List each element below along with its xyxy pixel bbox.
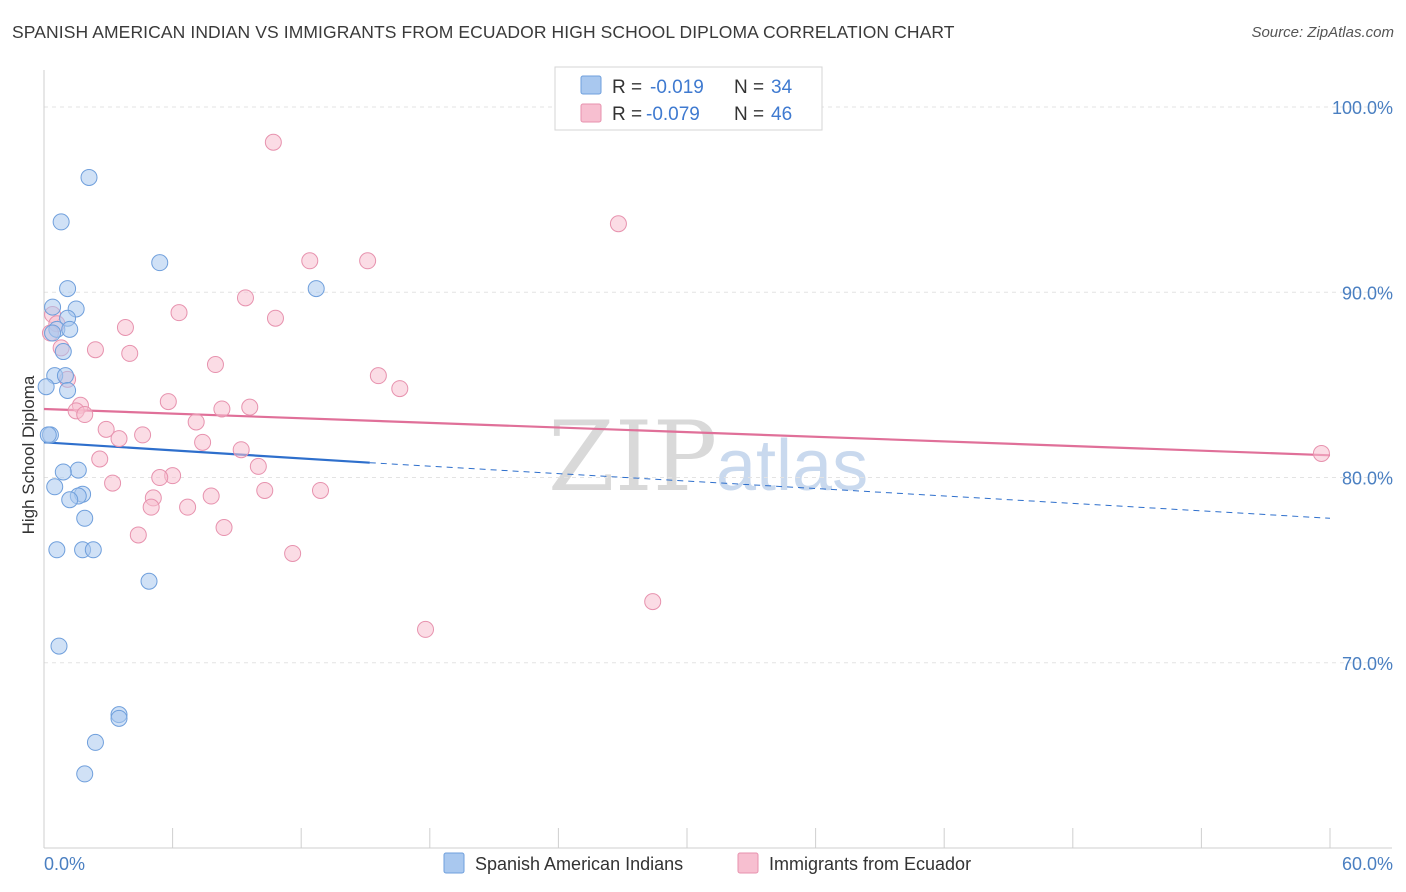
blue-point: [84, 541, 102, 559]
grid-lines: [44, 106, 1392, 664]
x-tick-label-min: 0.0%: [44, 854, 85, 874]
pink-point: [266, 309, 284, 327]
legend-pink-n-value: 46: [771, 104, 792, 125]
axes: [43, 70, 1392, 849]
trend-line-blue: [43, 441, 370, 464]
blue-point: [69, 461, 87, 479]
legend-blue-swatch: [580, 75, 602, 95]
pink-point: [215, 519, 233, 537]
x-tick-label-max: 60.0%: [1342, 854, 1393, 874]
blue-point: [48, 541, 66, 559]
pink-point: [359, 252, 377, 270]
legend-blue-r-value: -0.019: [650, 77, 704, 98]
series-legend-blue-swatch: [443, 852, 465, 874]
blue-point: [56, 367, 74, 385]
chart-title: SPANISH AMERICAN INDIAN VS IMMIGRANTS FR…: [12, 22, 955, 42]
blue-point: [50, 637, 68, 655]
pink-point: [97, 420, 115, 438]
blue-point: [140, 572, 158, 590]
legend-blue-r-label: R =: [612, 77, 642, 98]
pink-point: [213, 400, 231, 418]
pink-point: [194, 433, 212, 451]
pink-point: [86, 341, 104, 359]
pink-point: [236, 289, 254, 307]
blue-point: [44, 298, 62, 316]
pink-point: [142, 498, 160, 516]
pink-point: [159, 393, 177, 411]
y-tick-label: 90.0%: [1342, 283, 1393, 303]
tick-labels: 70.0% 80.0% 90.0% 100.0% 0.0% 60.0%: [44, 98, 1393, 874]
pink-point: [264, 133, 282, 151]
pink-point: [179, 498, 197, 516]
watermark-zip: ZIP: [548, 401, 717, 513]
series-legend-pink-label: Immigrants from Ecuador: [769, 854, 971, 874]
legend-pink-r-label: R =: [612, 104, 642, 125]
pink-point: [91, 450, 109, 468]
legend-pink-n-label: N =: [734, 104, 764, 125]
y-tick-label: 70.0%: [1342, 654, 1393, 674]
series-legend-pink-swatch: [737, 852, 759, 874]
pink-point: [609, 215, 627, 233]
blue-point: [54, 463, 72, 481]
pink-point: [110, 430, 128, 448]
pink-point: [1312, 444, 1330, 462]
blue-point: [46, 478, 64, 496]
legend-pink-r-value: -0.079: [646, 104, 700, 125]
blue-point: [54, 343, 72, 361]
blue-point: [86, 733, 104, 751]
pink-point: [151, 469, 169, 487]
pink-point: [249, 457, 267, 475]
blue-point: [80, 168, 98, 186]
pink-point: [369, 367, 387, 385]
legend-pink-swatch: [580, 103, 602, 123]
blue-point: [59, 280, 77, 298]
pink-point: [187, 413, 205, 431]
blue-point: [61, 491, 79, 509]
y-tick-label: 100.0%: [1332, 98, 1393, 118]
blue-point: [110, 709, 128, 727]
pink-point: [241, 398, 259, 416]
pink-point: [129, 526, 147, 544]
blue-point: [39, 426, 57, 444]
pink-point: [284, 544, 302, 562]
pink-point: [391, 380, 409, 398]
pink-point: [311, 481, 329, 499]
watermark-atlas: atlas: [716, 426, 868, 506]
pink-point: [301, 252, 319, 270]
pink-point: [644, 593, 662, 611]
stats-legend: R = -0.019 N = 34 R = -0.079 N = 46: [554, 66, 823, 131]
y-axis-label: High School Diploma: [19, 375, 38, 534]
data-points: [37, 133, 1330, 783]
blue-point: [37, 378, 55, 396]
blue-point: [76, 765, 94, 783]
pink-point: [417, 620, 435, 638]
trend-line-pink: [43, 407, 1331, 457]
blue-point: [44, 324, 62, 342]
pink-point: [170, 304, 188, 322]
blue-point: [76, 509, 94, 527]
pink-point: [206, 356, 224, 374]
pink-point: [134, 426, 152, 444]
pink-point: [116, 318, 134, 336]
pink-point: [121, 344, 139, 362]
series-legend: Spanish American Indians Immigrants from…: [443, 852, 971, 874]
pink-point: [256, 481, 274, 499]
blue-point: [151, 254, 169, 272]
blue-point: [61, 320, 79, 338]
series-legend-blue-label: Spanish American Indians: [475, 854, 683, 874]
pink-point: [202, 487, 220, 505]
source-label: Source: ZipAtlas.com: [1251, 24, 1394, 41]
pink-point: [76, 406, 94, 424]
y-tick-label: 80.0%: [1342, 469, 1393, 489]
blue-point: [52, 213, 70, 231]
blue-point: [307, 280, 325, 298]
trend-lines: [43, 407, 1331, 519]
pink-point: [104, 474, 122, 492]
legend-blue-n-label: N =: [734, 77, 764, 98]
blue-point: [59, 381, 77, 399]
pink-point: [232, 441, 250, 459]
legend-blue-n-value: 34: [771, 77, 793, 98]
